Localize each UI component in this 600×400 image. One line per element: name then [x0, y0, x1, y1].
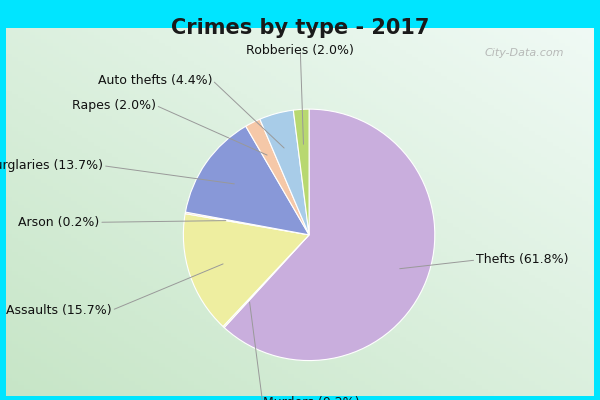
Wedge shape	[224, 109, 435, 360]
Wedge shape	[185, 126, 309, 235]
Wedge shape	[223, 235, 309, 328]
Text: Arson (0.2%): Arson (0.2%)	[18, 216, 99, 229]
Text: Burglaries (13.7%): Burglaries (13.7%)	[0, 159, 103, 172]
Text: City-Data.com: City-Data.com	[485, 48, 564, 58]
Wedge shape	[260, 110, 309, 235]
Text: Crimes by type - 2017: Crimes by type - 2017	[171, 18, 429, 38]
Wedge shape	[246, 119, 309, 235]
Text: Robberies (2.0%): Robberies (2.0%)	[247, 44, 354, 56]
Text: Thefts (61.8%): Thefts (61.8%)	[476, 254, 569, 266]
Wedge shape	[184, 214, 309, 326]
Wedge shape	[185, 212, 309, 235]
Text: Murders (0.2%): Murders (0.2%)	[263, 396, 359, 400]
Wedge shape	[293, 109, 309, 235]
Text: Auto thefts (4.4%): Auto thefts (4.4%)	[98, 74, 212, 87]
Text: Assaults (15.7%): Assaults (15.7%)	[6, 304, 112, 317]
Text: Rapes (2.0%): Rapes (2.0%)	[72, 99, 156, 112]
